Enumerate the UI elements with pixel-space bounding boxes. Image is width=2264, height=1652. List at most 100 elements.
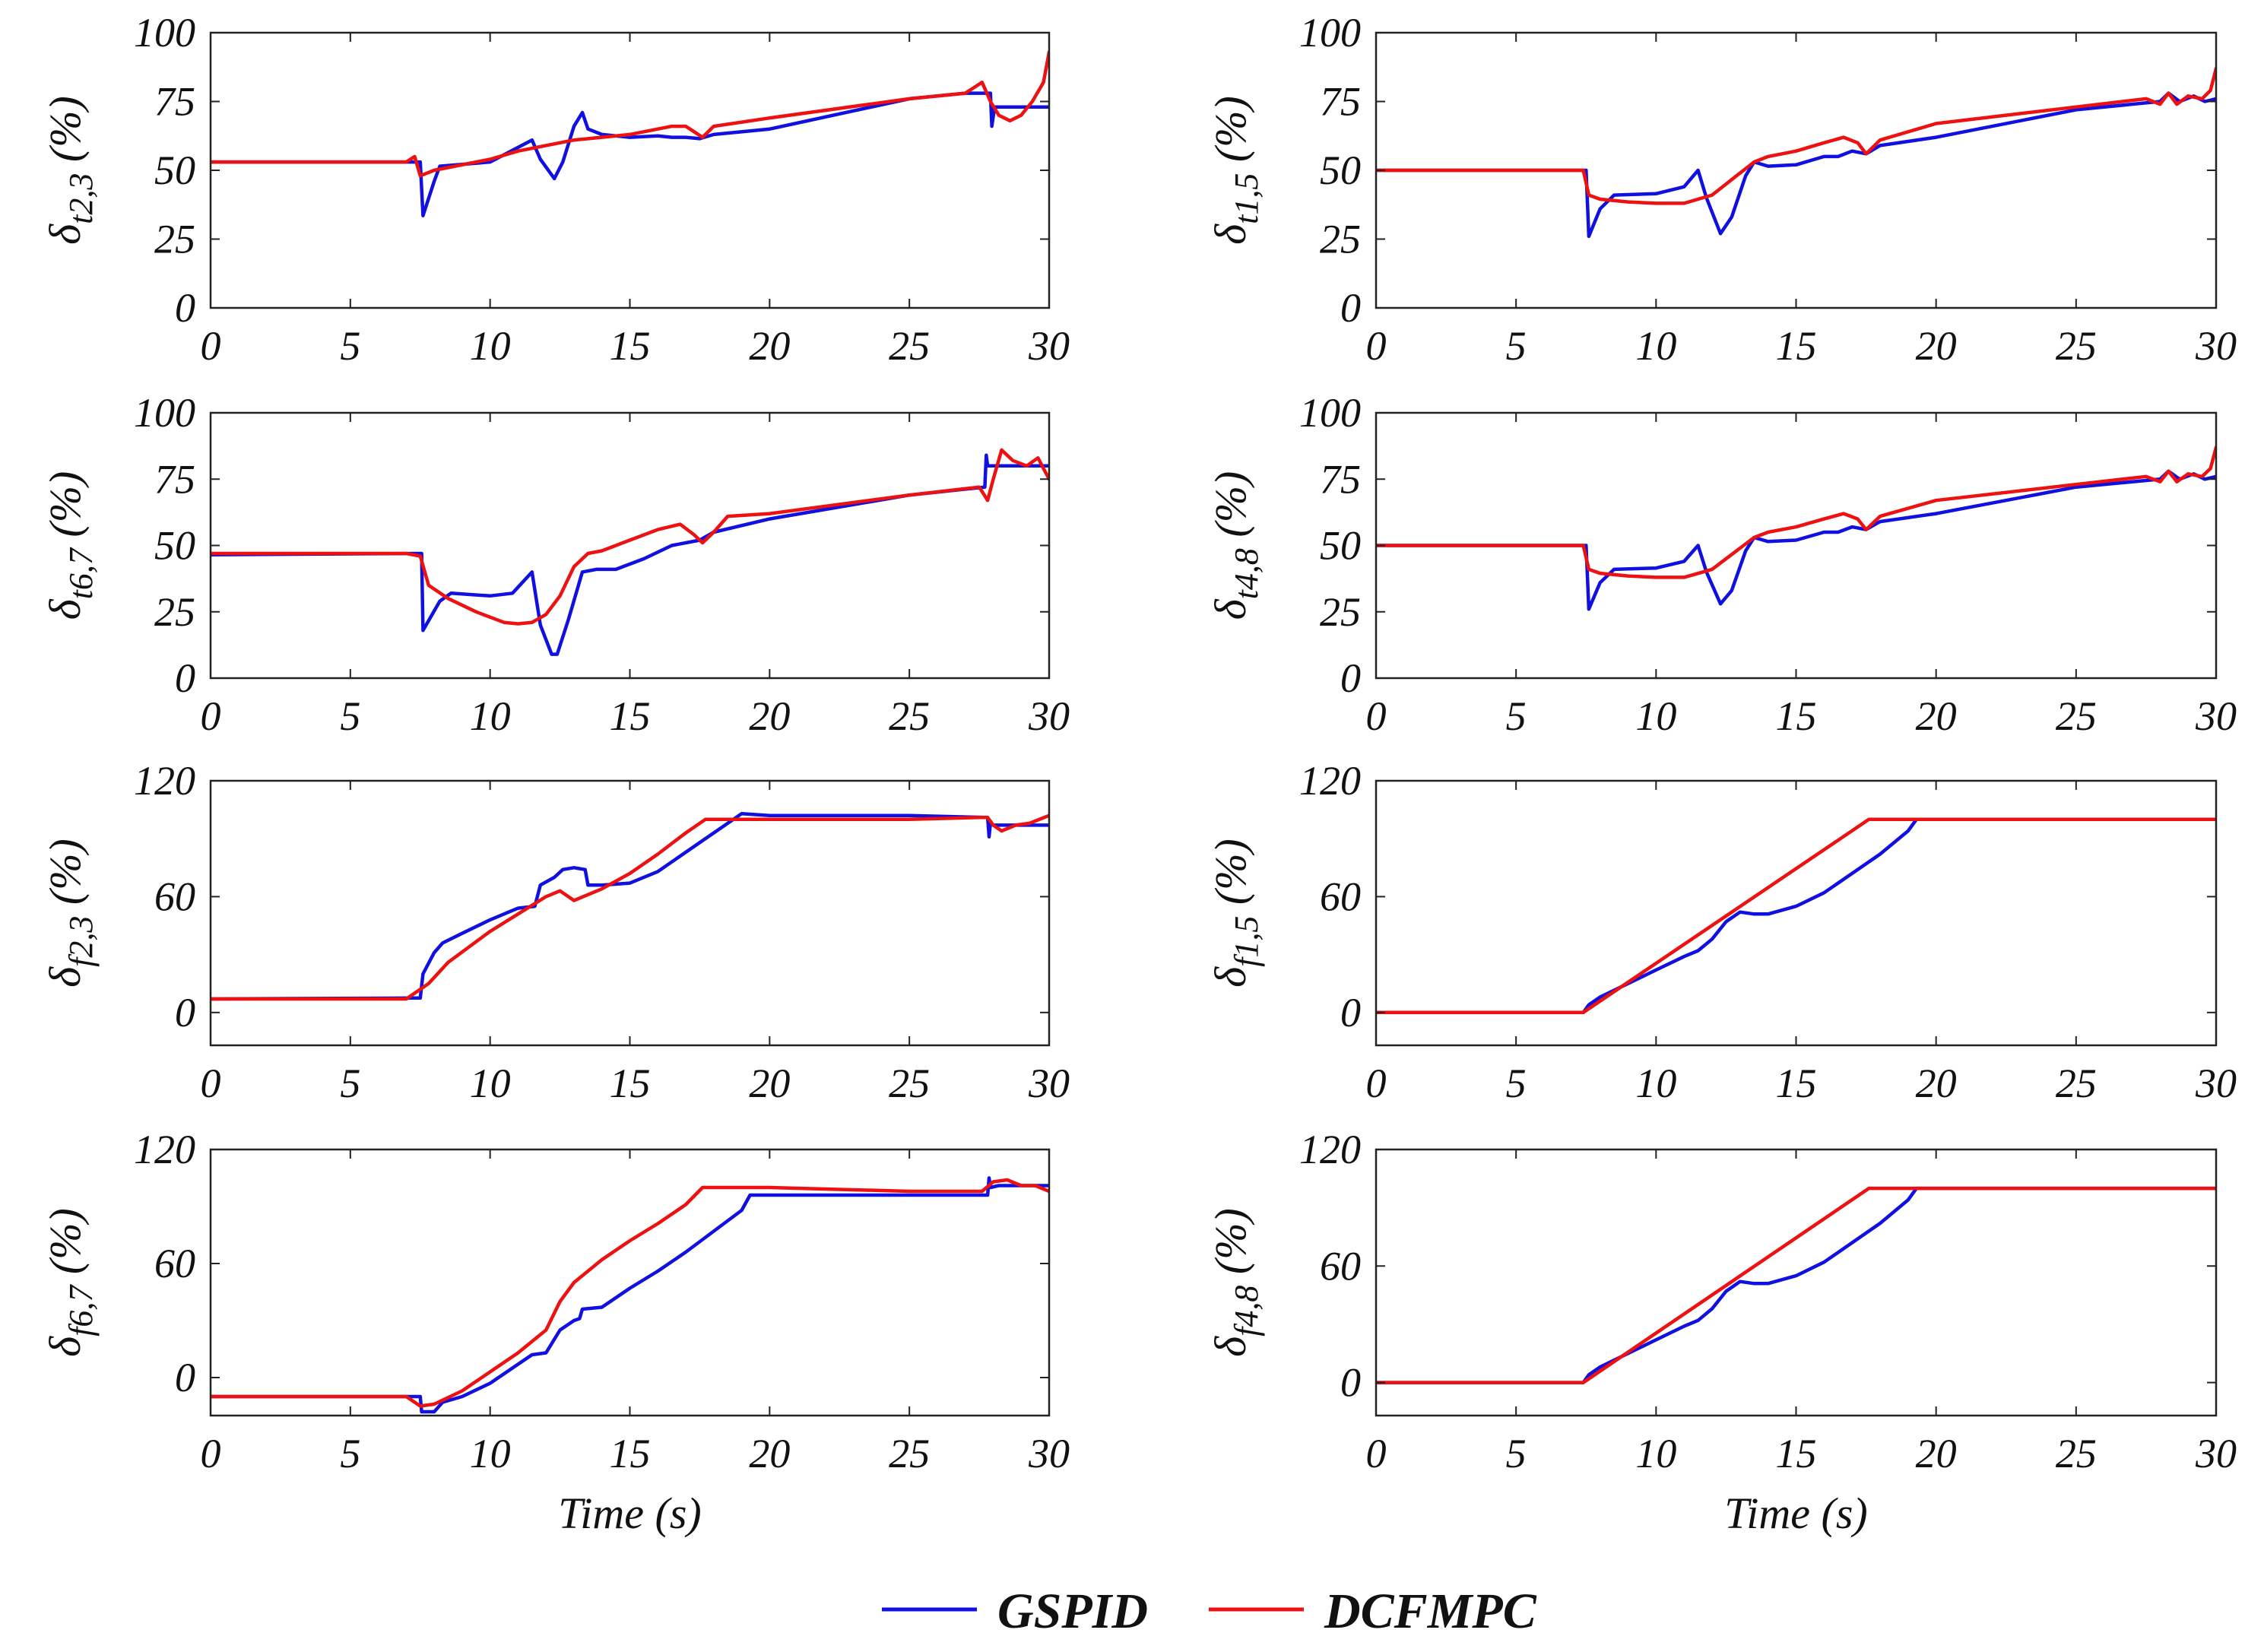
x-tick-label: 10: [1635, 693, 1676, 739]
y-label-subscript: f6,7: [62, 1284, 100, 1337]
series-line-gspid: [1376, 817, 2216, 1015]
y-label-symbol: δ: [40, 598, 90, 620]
x-tick-label: 0: [1366, 693, 1387, 739]
y-label-unit: (%): [1206, 839, 1255, 915]
series-line-dcfmpc: [211, 1178, 1049, 1408]
y-tick-label: 100: [1299, 390, 1361, 436]
series-line-gspid: [1376, 469, 2216, 611]
series-line-dcfmpc: [1376, 1186, 2216, 1384]
y-label-symbol: δ: [1206, 966, 1255, 988]
y-axis-label: δt4,8 (%): [1206, 471, 1265, 620]
x-tick-label: 30: [1028, 1061, 1070, 1106]
y-tick-label: 60: [1320, 1243, 1361, 1289]
x-tick-label: 10: [470, 693, 511, 739]
y-axis-label: δt2,3 (%): [40, 96, 100, 245]
y-label-subscript: t6,7: [62, 547, 100, 599]
y-axis-label: δt6,7 (%): [40, 471, 100, 620]
axes-frame: [209, 1148, 1051, 1417]
x-tick-label: 10: [470, 1061, 511, 1106]
x-tick-label: 20: [749, 1431, 790, 1476]
subplot-p8: 0 5 10 15 20 25 30 0 60 120 δf4,8 (%) Time (s): [1206, 1127, 2237, 1538]
y-label-subscript: t2,3: [62, 173, 100, 224]
x-tick-label: 30: [1028, 323, 1070, 369]
x-tick-label: 30: [2195, 1431, 2237, 1476]
subplot-p3: 0 5 10 15 20 25 30 0 25 50 75 100 δt6,7 (%): [40, 390, 1070, 739]
x-tick-label: 0: [201, 1431, 221, 1476]
series-group: [211, 811, 1049, 1001]
x-tick-label: 0: [201, 693, 221, 739]
y-label-symbol: δ: [40, 966, 90, 988]
y-tick-label: 25: [154, 589, 195, 635]
x-tick-label: 15: [1776, 1431, 1817, 1476]
y-label-unit: (%): [1206, 471, 1255, 548]
x-tick-label: 25: [889, 1061, 930, 1106]
legend: GSPID DCFMPC: [882, 1584, 1537, 1639]
x-tick-label: 20: [1916, 1061, 1957, 1106]
x-tick-label: 10: [470, 1431, 511, 1476]
y-tick-label: 0: [175, 655, 195, 701]
x-tick-label: 15: [1776, 323, 1817, 369]
x-tick-label: 5: [1506, 323, 1527, 369]
series-line-gspid: [211, 91, 1049, 217]
y-tick-label: 75: [1320, 79, 1361, 125]
x-tick-label: 25: [2056, 693, 2097, 739]
axes-frame: [209, 411, 1051, 680]
x-tick-label: 15: [1776, 1061, 1817, 1106]
x-tick-label: 20: [1916, 693, 1957, 739]
x-tick-label: 15: [610, 693, 651, 739]
y-tick-label: 0: [175, 1355, 195, 1400]
x-tick-label: 0: [1366, 1431, 1387, 1476]
x-tick-label: 10: [470, 323, 511, 369]
x-tick-label: 10: [1635, 1061, 1676, 1106]
y-label-unit: (%): [40, 96, 90, 173]
series-line-gspid: [1376, 91, 2216, 239]
y-axis-label: δt1,5 (%): [1206, 96, 1265, 245]
y-tick-label: 50: [154, 523, 195, 569]
x-tick-label: 20: [749, 323, 790, 369]
x-tick-label: 5: [340, 323, 360, 369]
y-tick-label: 60: [154, 1241, 195, 1286]
x-tick-label: 0: [201, 1061, 221, 1106]
y-tick-label: 0: [1340, 990, 1361, 1035]
x-tick-label: 0: [1366, 1061, 1387, 1106]
subplot-p1: 0 5 10 15 20 25 30 0 25 50 75 100 δt2,3 (%): [40, 10, 1070, 369]
y-tick-label: 120: [1299, 758, 1361, 804]
x-tick-label: 20: [1916, 1431, 1957, 1476]
x-tick-label: 10: [1635, 323, 1676, 369]
series-group: [1376, 66, 2216, 239]
series-line-dcfmpc: [211, 448, 1049, 626]
series-line-gspid: [1376, 1186, 2216, 1384]
y-tick-label: 25: [1320, 217, 1361, 262]
y-label-symbol: δ: [1206, 1336, 1255, 1357]
y-tick-label: 60: [1320, 874, 1361, 919]
y-label-symbol: δ: [40, 224, 90, 245]
y-tick-label: 120: [1299, 1127, 1361, 1172]
y-tick-label: 0: [1340, 285, 1361, 331]
x-tick-label: 5: [340, 693, 360, 739]
y-tick-label: 50: [1320, 523, 1361, 569]
y-tick-label: 0: [175, 990, 195, 1035]
x-tick-label: 25: [889, 323, 930, 369]
x-tick-label: 30: [1028, 1431, 1070, 1476]
x-tick-label: 15: [610, 1431, 651, 1476]
x-tick-label: 5: [1506, 693, 1527, 739]
y-label-subscript: f4,8: [1228, 1286, 1265, 1337]
y-tick-label: 0: [1340, 655, 1361, 701]
y-label-subscript: t4,8: [1228, 548, 1265, 599]
x-tick-label: 25: [2056, 1061, 2097, 1106]
x-tick-label: 5: [340, 1061, 360, 1106]
subplot-p7: 0 5 10 15 20 25 30 0 60 120 δf6,7 (%) Time (s): [40, 1127, 1070, 1538]
y-label-symbol: δ: [1206, 598, 1255, 620]
subplot-p2: 0 5 10 15 20 25 30 0 25 50 75 100 δt1,5 (%): [1206, 10, 2237, 369]
series-line-dcfmpc: [1376, 817, 2216, 1015]
series-group: [1376, 446, 2216, 611]
x-tick-label: 30: [2195, 1061, 2237, 1106]
series-line-dcfmpc: [1376, 446, 2216, 579]
y-tick-label: 75: [154, 79, 195, 125]
x-tick-label: 20: [749, 1061, 790, 1106]
legend-dcfmpc-label: DCFMPC: [1324, 1584, 1537, 1639]
y-tick-label: 75: [154, 456, 195, 502]
y-tick-label: 50: [154, 147, 195, 193]
y-tick-label: 100: [134, 390, 195, 436]
